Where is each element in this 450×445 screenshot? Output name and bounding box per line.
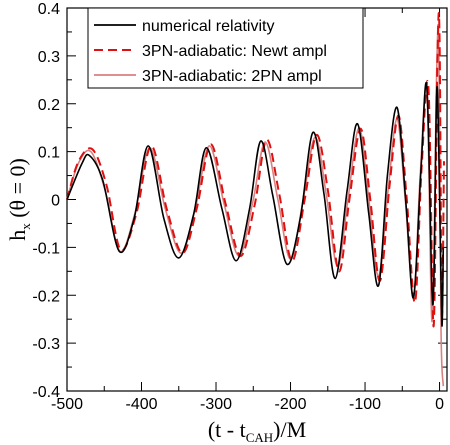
y-axis-title-tail: (θ = 0) bbox=[5, 158, 30, 223]
axis-ticks: -500 -400 -300 -200 -100 0 -0.4 -0.3 -0.2 -0.1 0 0.… bbox=[32, 1, 447, 413]
y-tick-label: -0.4 bbox=[32, 384, 60, 401]
x-tick-label: -500 bbox=[51, 396, 83, 413]
legend-label-1: 3PN-adiabatic: Newt ampl bbox=[142, 43, 327, 60]
y-tick-label: 0.3 bbox=[38, 49, 60, 66]
y-axis-title-subscript: x bbox=[18, 223, 33, 230]
y-tick-label: 0 bbox=[51, 193, 60, 210]
legend: numerical relativity 3PN-adiabatic: Newt… bbox=[87, 7, 364, 89]
x-tick-label: -100 bbox=[349, 396, 381, 413]
x-tick-label: 0 bbox=[435, 396, 444, 413]
x-axis-title-main: (t - t bbox=[208, 417, 246, 442]
series-line-2 bbox=[66, 23, 445, 387]
x-axis-title: (t - tCAH)/M bbox=[208, 417, 306, 445]
y-tick-label: -0.1 bbox=[32, 240, 60, 257]
x-tick-label: -400 bbox=[125, 396, 157, 413]
y-tick-label: 0.4 bbox=[38, 1, 60, 18]
y-tick-label: -0.2 bbox=[32, 288, 60, 305]
x-axis-title-subscript: CAH bbox=[246, 430, 273, 445]
x-tick-label: -200 bbox=[275, 396, 307, 413]
series-line-1 bbox=[66, 12, 445, 328]
y-axis-title: hx (θ = 0) bbox=[5, 158, 33, 241]
x-axis-title-tail: )/M bbox=[273, 417, 306, 442]
y-axis-title-main: h bbox=[5, 230, 30, 241]
legend-label-2: 3PN-adiabatic: 2PN ampl bbox=[142, 68, 322, 85]
y-tick-label: 0.1 bbox=[38, 145, 60, 162]
series-lines bbox=[66, 12, 445, 387]
x-tick-label: -300 bbox=[200, 396, 232, 413]
legend-label-0: numerical relativity bbox=[142, 18, 274, 35]
series-line-0 bbox=[66, 82, 445, 327]
y-tick-label: 0.2 bbox=[38, 97, 60, 114]
y-tick-label: -0.3 bbox=[32, 336, 60, 353]
